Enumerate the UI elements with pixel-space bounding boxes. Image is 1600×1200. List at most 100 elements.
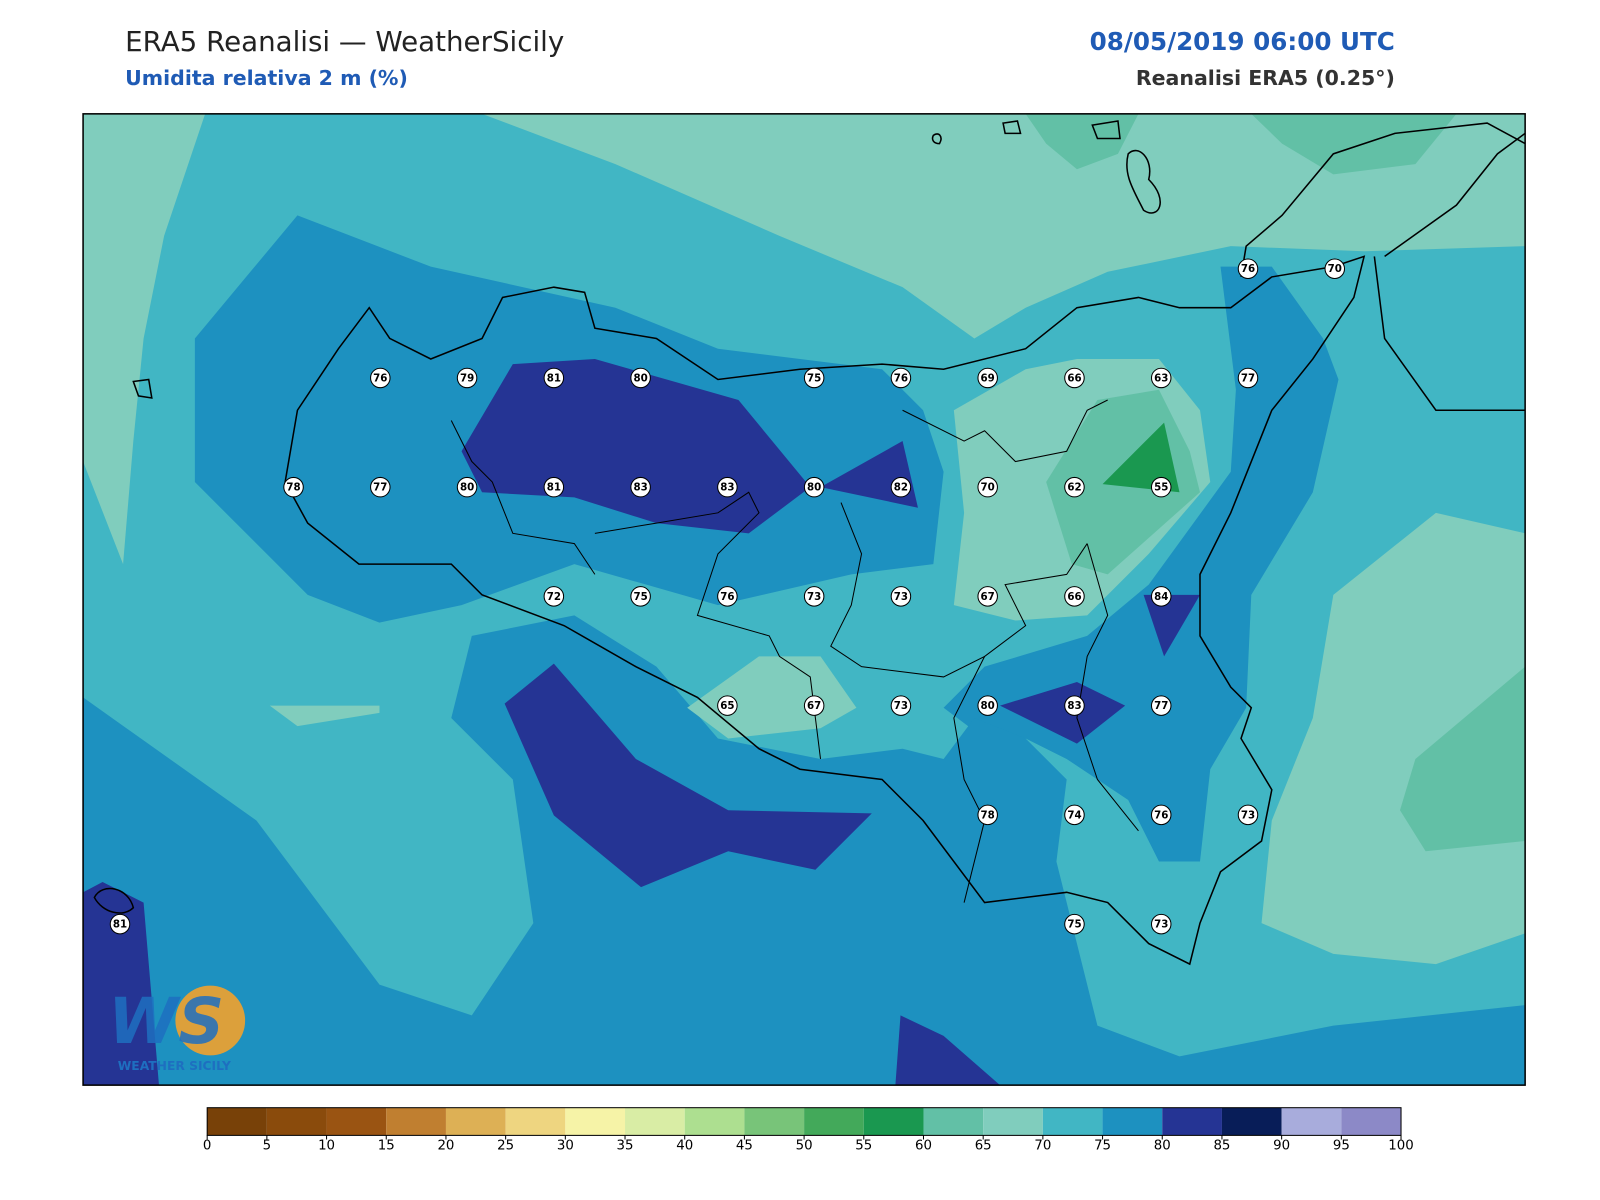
fill-55-60 [1102, 422, 1180, 493]
grid-point-marker [890, 367, 912, 389]
grid-point-marker [1150, 913, 1172, 935]
grid-point: 78 [977, 804, 998, 826]
fill-60-65 [1400, 666, 1526, 852]
grid-point-marker [890, 586, 912, 607]
grid-point-marker [1150, 695, 1172, 716]
colorbar-box [744, 1107, 805, 1136]
date: 08/05/2019 06:00 UTC [1090, 27, 1395, 56]
grid-point-marker [890, 695, 912, 716]
grid-point: 84 [1150, 586, 1172, 607]
map-frame [82, 113, 1526, 1086]
grid-point-marker [717, 586, 738, 607]
colorbar-tick-label: 70 [1034, 1138, 1051, 1153]
grid-point-marker [630, 586, 651, 607]
grid-point-marker [1064, 476, 1085, 498]
grid-point-label: 75 [807, 372, 821, 384]
grid-point-marker [370, 367, 391, 389]
grid-point-marker [1237, 804, 1259, 826]
grid-point: 74 [1064, 804, 1085, 826]
colorbar-box [266, 1107, 327, 1136]
grid-point-label: 76 [720, 591, 734, 603]
grid-point: 81 [543, 476, 565, 498]
grid-point-label: 76 [894, 372, 908, 384]
grid-point: 73 [890, 695, 912, 716]
grid-point-marker [1150, 586, 1172, 607]
grid-point-marker [977, 586, 998, 607]
grid-point-marker [1150, 804, 1172, 826]
colorbar-tick-label: 75 [1094, 1138, 1111, 1153]
logo-caption: WEATHER SICILY [118, 1059, 232, 1073]
grid-point-label: 73 [894, 591, 908, 603]
colorbar-tick-label: 25 [497, 1138, 514, 1153]
grid-point-marker [717, 476, 738, 498]
grid-point: 78 [283, 476, 304, 498]
grid-point-label: 66 [1067, 591, 1081, 603]
grid-point: 76 [370, 367, 391, 389]
grid-point-marker [1064, 913, 1085, 935]
grid-point-marker [370, 476, 391, 498]
grid-point-label: 63 [1154, 372, 1168, 384]
grid-point: 75 [1064, 913, 1085, 935]
colorbar-tick-label: 85 [1213, 1138, 1230, 1153]
grid-point-label: 83 [720, 482, 734, 494]
grid-point: 81 [543, 367, 565, 389]
colorbar-tick-label: 95 [1333, 1138, 1350, 1153]
province-borders [450, 399, 1139, 903]
grid-point-marker [630, 476, 651, 498]
logo-sun [175, 985, 246, 1056]
contour-fills [83, 113, 1526, 1086]
grid-point: 83 [1064, 695, 1085, 716]
colorbar-tick-label: 30 [557, 1138, 574, 1153]
colorbar-box [983, 1107, 1043, 1136]
grid-point-label: 81 [113, 919, 127, 931]
colorbar-box [1281, 1107, 1342, 1136]
colorbar-tick-label: 0 [203, 1138, 211, 1153]
colorbar-box [1102, 1107, 1163, 1136]
colorbar-tick-label: 35 [617, 1138, 634, 1153]
colorbar-box [1221, 1107, 1282, 1136]
fill-80-85 [895, 1015, 1000, 1086]
grid-point-marker [977, 367, 998, 389]
grid-point-marker [1064, 586, 1085, 607]
grid-point: 73 [1150, 913, 1172, 935]
colorbar-tick-label: 10 [318, 1138, 335, 1153]
grid-point-marker [803, 695, 825, 716]
colorbar-box [625, 1107, 685, 1136]
grid-point-label: 79 [460, 372, 474, 384]
grid-point: 79 [456, 367, 478, 389]
colorbar-box [207, 1107, 267, 1136]
grid-point: 62 [1064, 476, 1085, 498]
grid-point: 80 [456, 476, 478, 498]
colorbar-tick-label: 15 [378, 1138, 395, 1153]
grid-point-label: 70 [1328, 263, 1342, 275]
grid-point: 72 [543, 586, 565, 607]
grid-point: 82 [890, 476, 912, 498]
grid-point-marker [109, 913, 131, 935]
colorbar: 0 5 10 15 20 25 30 35 40 45 50 55 60 65 70 75 80 85 90 95 10… [203, 1107, 1414, 1153]
grid-point-marker [456, 367, 478, 389]
grid-point-label: 69 [981, 372, 995, 384]
grid-point-marker [1237, 367, 1259, 389]
grid-point-label: 55 [1154, 482, 1168, 494]
grid-point: 75 [803, 367, 825, 389]
colorbar-tick-label: 45 [736, 1138, 753, 1153]
grid-point: 69 [977, 367, 998, 389]
grid-point-label: 72 [547, 591, 561, 603]
colorbar-tick-label: 50 [796, 1138, 813, 1153]
grid-point-label: 81 [547, 372, 561, 384]
grid-point-marker [1237, 258, 1259, 279]
colorbar-tick-label: 90 [1273, 1138, 1290, 1153]
colorbar-box [923, 1107, 984, 1136]
grid-point-marker [1064, 367, 1085, 389]
colorbar-tick-label: 55 [855, 1138, 872, 1153]
colorbar-box [1162, 1107, 1222, 1136]
grid-point: 76 [890, 367, 912, 389]
grid-point-label: 66 [1067, 372, 1081, 384]
grid-point-marker [890, 476, 912, 498]
grid-point-marker [1064, 695, 1085, 716]
grid-point: 80 [630, 367, 651, 389]
fill-65-70 [83, 113, 206, 565]
colorbar-box [1341, 1107, 1402, 1136]
